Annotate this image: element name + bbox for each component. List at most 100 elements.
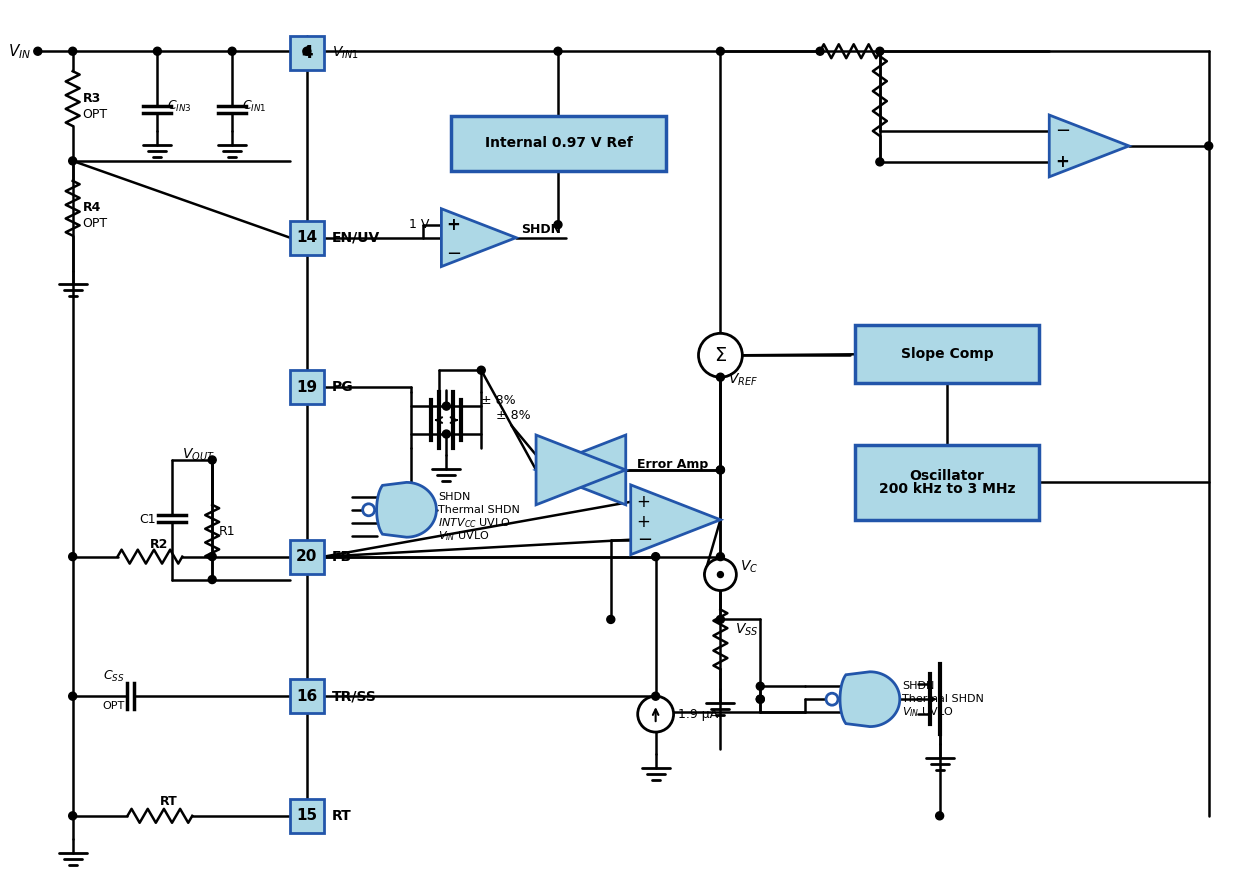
Circle shape	[756, 695, 764, 703]
Text: −: −	[447, 245, 461, 263]
Circle shape	[716, 466, 725, 474]
Circle shape	[935, 812, 944, 819]
Text: $V_{IN}$: $V_{IN}$	[7, 42, 31, 61]
Text: 20: 20	[296, 549, 318, 564]
Text: Thermal SHDN: Thermal SHDN	[438, 505, 521, 514]
Text: R4: R4	[83, 202, 101, 214]
Circle shape	[443, 402, 450, 410]
Circle shape	[638, 697, 674, 732]
Text: $V_C$: $V_C$	[741, 559, 758, 575]
Text: RT: RT	[332, 809, 351, 823]
Circle shape	[716, 373, 725, 381]
Text: $\Sigma$: $\Sigma$	[714, 346, 727, 365]
Text: R3: R3	[83, 92, 101, 104]
Circle shape	[826, 693, 837, 705]
Polygon shape	[1049, 115, 1129, 177]
Text: SHDN: SHDN	[902, 682, 934, 691]
Circle shape	[69, 692, 77, 700]
Text: SHDN: SHDN	[438, 492, 471, 502]
Circle shape	[69, 812, 77, 819]
Polygon shape	[376, 483, 437, 537]
Text: 4: 4	[301, 44, 313, 62]
Text: Error Amp: Error Amp	[637, 459, 708, 471]
Text: Slope Comp: Slope Comp	[901, 347, 993, 362]
Circle shape	[716, 615, 725, 623]
Circle shape	[716, 47, 725, 55]
Circle shape	[607, 615, 615, 623]
Text: 16: 16	[296, 689, 318, 704]
Text: $V_{OUT}$: $V_{OUT}$	[182, 446, 215, 463]
Circle shape	[816, 47, 824, 55]
Circle shape	[477, 366, 485, 374]
Circle shape	[716, 466, 725, 474]
Text: $C_{IN3}$: $C_{IN3}$	[167, 98, 192, 114]
Text: Oscillator: Oscillator	[909, 469, 985, 483]
Circle shape	[1205, 142, 1212, 150]
Text: ± 8%: ± 8%	[481, 393, 516, 407]
Circle shape	[362, 504, 375, 515]
Circle shape	[228, 47, 236, 55]
Text: +: +	[637, 513, 651, 530]
Text: $V_{IN}$ UVLO: $V_{IN}$ UVLO	[438, 529, 490, 543]
Bar	[855, 325, 1039, 383]
Text: C1: C1	[139, 514, 156, 526]
Text: Thermal SHDN: Thermal SHDN	[902, 694, 983, 705]
Circle shape	[652, 552, 659, 560]
Circle shape	[443, 430, 450, 438]
Text: 1 V: 1 V	[409, 218, 429, 232]
Polygon shape	[536, 435, 626, 505]
Bar	[855, 445, 1039, 520]
Text: 14: 14	[297, 230, 318, 245]
Text: $INTV_{CC}$ UVLO: $INTV_{CC}$ UVLO	[438, 516, 511, 530]
Text: R1: R1	[219, 525, 236, 538]
Text: +: +	[1055, 153, 1069, 171]
Bar	[289, 679, 324, 713]
Polygon shape	[442, 209, 516, 267]
Circle shape	[716, 552, 725, 560]
Circle shape	[33, 47, 42, 55]
Text: EN/UV: EN/UV	[332, 231, 380, 245]
Polygon shape	[536, 435, 626, 505]
Bar	[289, 540, 324, 574]
Circle shape	[876, 47, 884, 55]
Circle shape	[652, 692, 659, 700]
Text: 15: 15	[297, 808, 318, 823]
Circle shape	[208, 552, 216, 560]
Polygon shape	[631, 484, 720, 554]
Text: $C_{SS}$: $C_{SS}$	[103, 668, 124, 684]
Circle shape	[717, 572, 724, 577]
Text: $V_{IN1}$: $V_{IN1}$	[332, 45, 359, 61]
Text: R2: R2	[150, 538, 168, 552]
Text: $C_{IN1}$: $C_{IN1}$	[242, 98, 267, 114]
Circle shape	[69, 156, 77, 165]
Circle shape	[153, 47, 161, 55]
Circle shape	[303, 47, 310, 55]
Text: $V_{IN}$ UVLO: $V_{IN}$ UVLO	[902, 705, 954, 719]
Circle shape	[208, 456, 216, 464]
Circle shape	[756, 695, 764, 703]
Circle shape	[69, 552, 77, 560]
Circle shape	[699, 333, 742, 377]
Text: 1.9 μA: 1.9 μA	[678, 708, 717, 720]
Text: SHDN: SHDN	[521, 223, 562, 236]
Text: $V_{SS}$: $V_{SS}$	[735, 621, 758, 637]
Circle shape	[704, 559, 736, 591]
Text: OPT: OPT	[103, 701, 125, 711]
Text: −: −	[1055, 122, 1070, 140]
Text: TR/SS: TR/SS	[332, 690, 376, 703]
Text: RT: RT	[160, 796, 177, 808]
Text: 200 kHz to 3 MHz: 200 kHz to 3 MHz	[878, 482, 1016, 496]
Bar	[289, 370, 324, 404]
Bar	[289, 221, 324, 255]
Text: ± 8%: ± 8%	[496, 408, 531, 422]
Circle shape	[554, 47, 562, 55]
Circle shape	[554, 221, 562, 229]
Bar	[289, 36, 324, 70]
Text: +: +	[637, 492, 651, 511]
Text: Internal 0.97 V Ref: Internal 0.97 V Ref	[485, 136, 632, 150]
Text: 19: 19	[297, 379, 318, 394]
Text: +: +	[447, 216, 460, 233]
Circle shape	[876, 158, 884, 166]
Text: FB: FB	[332, 550, 351, 564]
Text: OPT: OPT	[83, 217, 108, 230]
